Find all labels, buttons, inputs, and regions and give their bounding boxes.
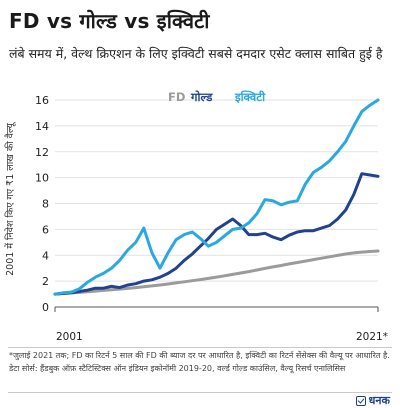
y-tick-label-0: 0 <box>42 301 49 314</box>
footer-divider <box>8 392 392 393</box>
y-tick-label-16: 16 <box>35 94 49 107</box>
legend: FD गोल्ड इक्विटी <box>168 90 266 104</box>
legend-label-0: FD <box>168 90 185 104</box>
y-tick-label-8: 8 <box>42 198 49 211</box>
legend-label-1: गोल्ड <box>190 90 213 104</box>
series-line-2 <box>53 98 380 296</box>
chart-title: FD vs गोल्ड vs इक्विटी <box>9 9 210 33</box>
y-tick-label-12: 12 <box>35 146 49 159</box>
series-line-0 <box>53 249 380 296</box>
chart-subtitle: लंबे समय में, वेल्थ क्रिएशन के लिए इक्वि… <box>9 46 383 61</box>
x-tick-label-start: 2001 <box>56 331 83 343</box>
brand-logo: धनक <box>355 393 390 408</box>
footnote-divider <box>8 347 392 348</box>
y-tick-label-2: 2 <box>42 275 49 288</box>
y-tick-label-10: 10 <box>35 172 49 185</box>
y-tick-label-6: 6 <box>42 223 49 236</box>
y-tick-label-4: 4 <box>42 249 49 262</box>
brand-name: धनक <box>368 394 390 407</box>
series-line-1 <box>53 172 380 296</box>
series <box>53 98 380 296</box>
legend-label-2: इक्विटी <box>234 90 266 104</box>
footnote: *जुलाई 2021 तक; FD का रिटर्न 5 साल की FD… <box>9 351 390 373</box>
line-chart: 0 2 4 6 8 10 12 14 16 FD गोल्ड इक्विटी <box>35 90 380 314</box>
grid <box>55 99 378 282</box>
brand-check-icon <box>355 395 366 406</box>
x-tick-label-end: 2021* <box>356 331 388 343</box>
y-tick-label-14: 14 <box>35 120 49 133</box>
axes: 0 2 4 6 8 10 12 14 16 <box>35 94 379 314</box>
